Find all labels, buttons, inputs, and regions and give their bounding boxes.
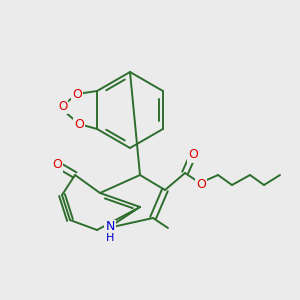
Text: O: O xyxy=(196,178,206,190)
Text: O: O xyxy=(52,158,62,172)
Text: O: O xyxy=(72,88,82,100)
Text: O: O xyxy=(188,148,198,161)
Text: N: N xyxy=(105,220,115,233)
Text: H: H xyxy=(106,233,114,243)
Text: O: O xyxy=(58,100,68,113)
Text: O: O xyxy=(74,118,84,130)
